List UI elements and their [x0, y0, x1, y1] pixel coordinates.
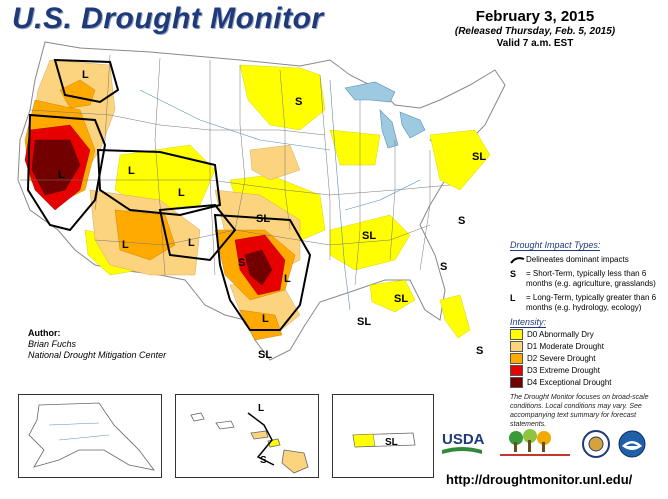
label-s-florida: S — [476, 345, 483, 357]
label-sl-plains: SL — [256, 213, 270, 225]
hawaii-inset: L S — [175, 394, 319, 478]
label-l-northwest: L — [82, 69, 89, 81]
intensity-label: D2 Severe Drought — [527, 354, 596, 363]
label-sl-texas-south: SL — [258, 349, 272, 361]
label-s-hawaii: S — [260, 455, 267, 466]
label-sl-puerto-rico: SL — [385, 437, 398, 448]
intensity-row: D1 Moderate Drought — [510, 341, 660, 352]
d1-swatch — [510, 341, 523, 352]
intensity-label: D3 Extreme Drought — [527, 366, 600, 375]
intensity-title: Intensity: — [510, 317, 547, 328]
commerce-seal-icon — [582, 430, 610, 458]
alaska-map — [28, 402, 155, 471]
d0-swatch — [510, 329, 523, 340]
legend: Drought Impact Types: Delineates dominan… — [510, 240, 660, 388]
d4-areas — [31, 139, 273, 286]
label-l-california: L — [58, 169, 65, 181]
label-l-arizona: L — [122, 239, 129, 251]
usda-logo: USDA — [440, 428, 485, 458]
label-s-texas: S — [238, 257, 245, 269]
label-sl-gulf: SL — [357, 316, 371, 328]
date-block: February 3, 2015 (Released Thursday, Feb… — [430, 8, 640, 49]
disclaimer-note: The Drought Monitor focuses on broad-sca… — [510, 394, 649, 428]
author-org: National Drought Mitigation Center — [28, 350, 167, 360]
author-block: Author: Brian Fuchs National Drought Mit… — [28, 328, 166, 361]
label-l-colorado: L — [178, 187, 185, 199]
great-lakes — [344, 81, 461, 149]
intensity-label: D0 Abnormally Dry — [527, 330, 594, 339]
intensity-row: D3 Extreme Drought — [510, 365, 660, 376]
intensity-label: D1 Moderate Drought — [527, 342, 604, 351]
usda-logo-text: USDA — [442, 431, 484, 448]
valid-time: Valid 7 a.m. EST — [496, 38, 574, 49]
legend-s-symbol: S — [510, 269, 517, 279]
ndmc-logo — [496, 428, 576, 462]
label-s-dakotas: S — [295, 96, 302, 108]
legend-boundary-row: Delineates dominant impacts — [510, 255, 660, 265]
legend-s-text: = Short-Term, typically less than 6 mont… — [526, 269, 656, 288]
label-l-great-basin: L — [128, 165, 135, 177]
legend-l-text: = Long-Term, typically greater than 6 mo… — [526, 293, 657, 312]
label-l-texas-central: L — [284, 273, 291, 285]
hawaii-map: L S — [190, 403, 309, 474]
legend-l-row: L = Long-Term, typically greater than 6 … — [510, 293, 660, 313]
website-url[interactable]: http://droughtmonitor.unl.edu/ — [446, 472, 633, 487]
impact-boundaries — [26, 58, 312, 331]
conus-map: L L L L L L L L SL SL SL SL SL SL S S S … — [17, 41, 506, 361]
label-l-new-mexico: L — [188, 237, 195, 249]
label-sl-northeast: SL — [472, 151, 486, 163]
label-s-georgia: S — [440, 261, 447, 273]
d3-swatch — [510, 365, 523, 376]
intensity-list: D0 Abnormally Dry D1 Moderate Drought D2… — [510, 329, 660, 388]
label-l-hawaii: L — [258, 403, 264, 414]
label-l-texas-south: L — [262, 313, 269, 325]
alaska-inset — [18, 394, 162, 478]
intensity-row: D4 Exceptional Drought — [510, 377, 660, 388]
release-date: (Released Thursday, Feb. 5, 2015) — [454, 26, 616, 37]
legend-boundary-text: Delineates dominant impacts — [526, 255, 629, 264]
label-s-carolinas: S — [458, 215, 465, 227]
label-sl-southeast: SL — [394, 293, 408, 305]
puerto-rico-map: SL — [352, 432, 416, 448]
map-labels-group: L L L L L L L L SL SL SL SL SL SL S S S … — [58, 69, 486, 361]
d4-swatch — [510, 377, 523, 388]
label-sl-ohio-valley: SL — [362, 230, 376, 242]
boundary-line-icon — [510, 257, 525, 264]
state-borders — [20, 54, 451, 286]
noaa-seal-icon — [618, 430, 646, 458]
map-date: February 3, 2015 — [475, 8, 595, 25]
legend-s-row: S = Short-Term, typically less than 6 mo… — [510, 269, 660, 289]
author-title: Author: — [28, 328, 61, 338]
impact-types-title: Drought Impact Types: — [510, 240, 601, 251]
d2-swatch — [510, 353, 523, 364]
author-name: Brian Fuchs — [28, 339, 77, 349]
puerto-rico-inset: SL — [332, 394, 434, 478]
rivers — [139, 79, 421, 311]
intensity-row: D2 Severe Drought — [510, 353, 660, 364]
logos-row: USDA — [440, 428, 662, 466]
intensity-label: D4 Exceptional Drought — [527, 378, 612, 387]
intensity-row: D0 Abnormally Dry — [510, 329, 660, 340]
legend-l-symbol: L — [510, 293, 516, 303]
map-title: U.S. Drought Monitor — [12, 2, 324, 35]
